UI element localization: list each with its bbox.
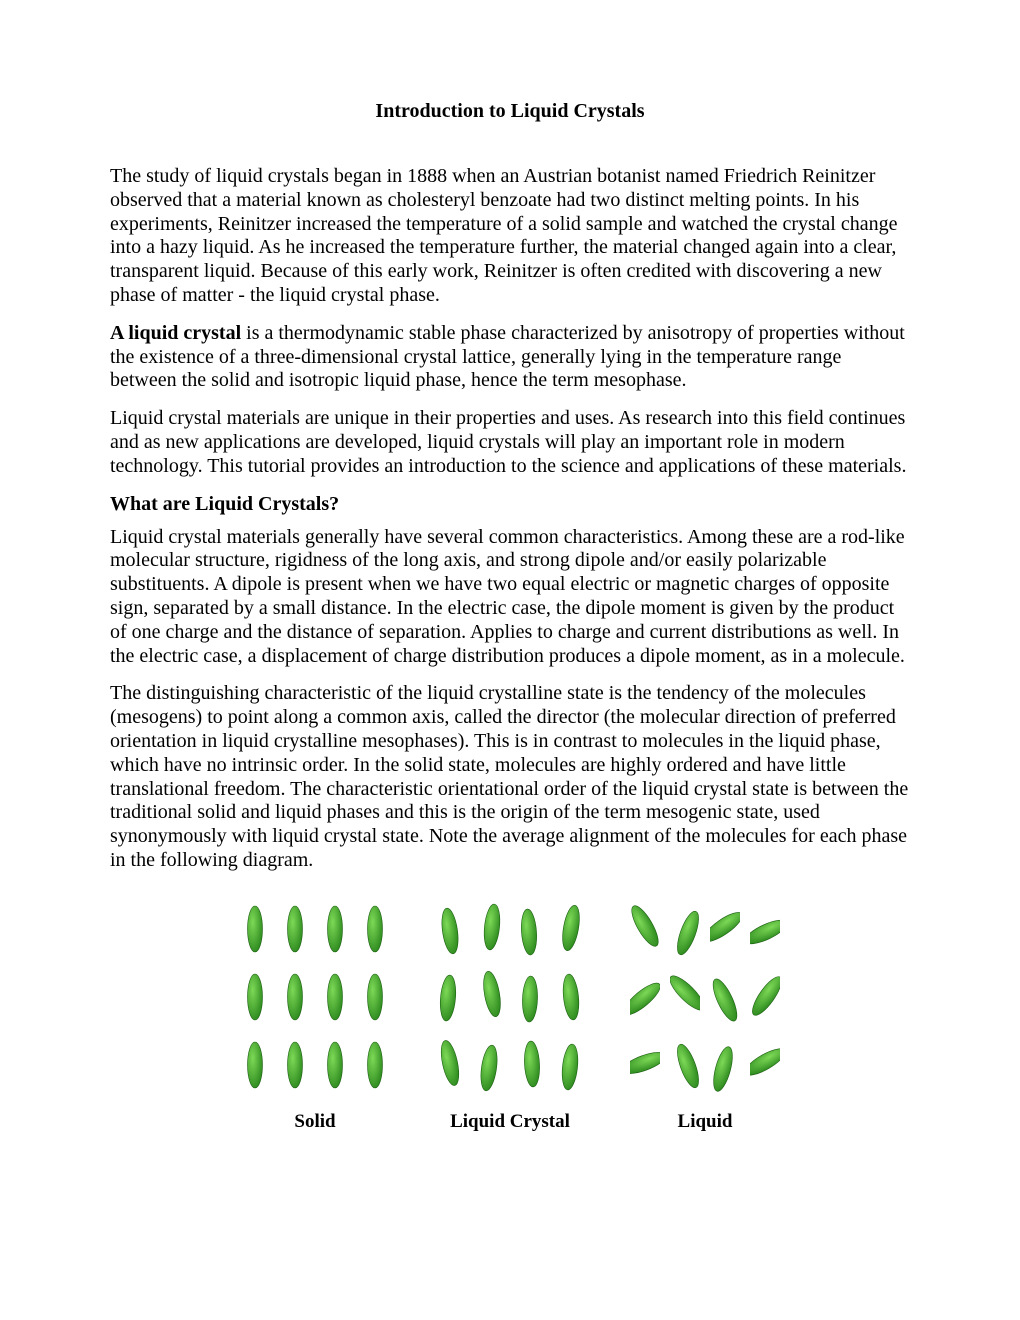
molecule-icon bbox=[515, 969, 545, 1025]
molecule-icon bbox=[360, 969, 390, 1025]
paragraph-director: The distinguishing characteristic of the… bbox=[110, 682, 910, 872]
definition-lead: A liquid crystal bbox=[110, 322, 241, 344]
molecule-icon bbox=[710, 1037, 740, 1093]
phase-liquid: Liquid bbox=[620, 901, 790, 1133]
molecule-icon bbox=[240, 1037, 270, 1093]
document-page: Introduction to Liquid Crystals The stud… bbox=[0, 0, 1020, 1320]
phase-diagram: Solid bbox=[230, 901, 790, 1133]
molecule-icon bbox=[515, 901, 545, 957]
molecule-icon bbox=[630, 901, 660, 957]
molecule-icon bbox=[555, 1037, 585, 1093]
molecule-icon bbox=[475, 969, 505, 1025]
paragraph-intro: The study of liquid crystals began in 18… bbox=[110, 165, 910, 308]
paragraph-definition: A liquid crystal is a thermodynamic stab… bbox=[110, 322, 910, 393]
molecule-row bbox=[240, 1037, 390, 1093]
molecule-icon bbox=[710, 901, 740, 957]
molecule-grid bbox=[240, 901, 390, 1093]
molecule-icon bbox=[515, 1037, 545, 1093]
molecule-grid bbox=[630, 901, 780, 1093]
molecule-row bbox=[630, 969, 780, 1025]
molecule-icon bbox=[360, 901, 390, 957]
molecule-row bbox=[630, 901, 780, 957]
molecule-icon bbox=[750, 901, 780, 957]
phase-label: Solid bbox=[294, 1111, 335, 1133]
molecule-row bbox=[435, 1037, 585, 1093]
molecule-icon bbox=[435, 901, 465, 957]
molecule-row bbox=[435, 901, 585, 957]
molecule-icon bbox=[360, 1037, 390, 1093]
phase-liquid-crystal: Liquid Crystal bbox=[425, 901, 595, 1133]
molecule-icon bbox=[670, 1037, 700, 1093]
molecule-icon bbox=[475, 1037, 505, 1093]
molecule-icon bbox=[670, 901, 700, 957]
molecule-icon bbox=[710, 969, 740, 1025]
molecule-row bbox=[435, 969, 585, 1025]
phase-solid: Solid bbox=[230, 901, 400, 1133]
paragraph-characteristics: Liquid crystal materials generally have … bbox=[110, 526, 910, 669]
molecule-icon bbox=[630, 969, 660, 1025]
phase-label: Liquid Crystal bbox=[450, 1111, 570, 1133]
page-title: Introduction to Liquid Crystals bbox=[110, 100, 910, 123]
molecule-icon bbox=[320, 1037, 350, 1093]
molecule-icon bbox=[630, 1037, 660, 1093]
molecule-icon bbox=[240, 969, 270, 1025]
molecule-icon bbox=[750, 969, 780, 1025]
molecule-icon bbox=[240, 901, 270, 957]
molecule-row bbox=[240, 901, 390, 957]
molecule-icon bbox=[670, 969, 700, 1025]
molecule-icon bbox=[475, 901, 505, 957]
molecule-icon bbox=[435, 969, 465, 1025]
molecule-grid bbox=[435, 901, 585, 1093]
molecule-icon bbox=[280, 1037, 310, 1093]
section-heading: What are Liquid Crystals? bbox=[110, 493, 910, 516]
molecule-icon bbox=[320, 969, 350, 1025]
molecule-icon bbox=[435, 1037, 465, 1093]
molecule-icon bbox=[320, 901, 350, 957]
molecule-row bbox=[630, 1037, 780, 1093]
molecule-icon bbox=[555, 969, 585, 1025]
phase-label: Liquid bbox=[678, 1111, 733, 1133]
molecule-icon bbox=[280, 969, 310, 1025]
molecule-icon bbox=[280, 901, 310, 957]
molecule-icon bbox=[750, 1037, 780, 1093]
molecule-row bbox=[240, 969, 390, 1025]
paragraph-applications: Liquid crystal materials are unique in t… bbox=[110, 407, 910, 478]
molecule-icon bbox=[555, 901, 585, 957]
